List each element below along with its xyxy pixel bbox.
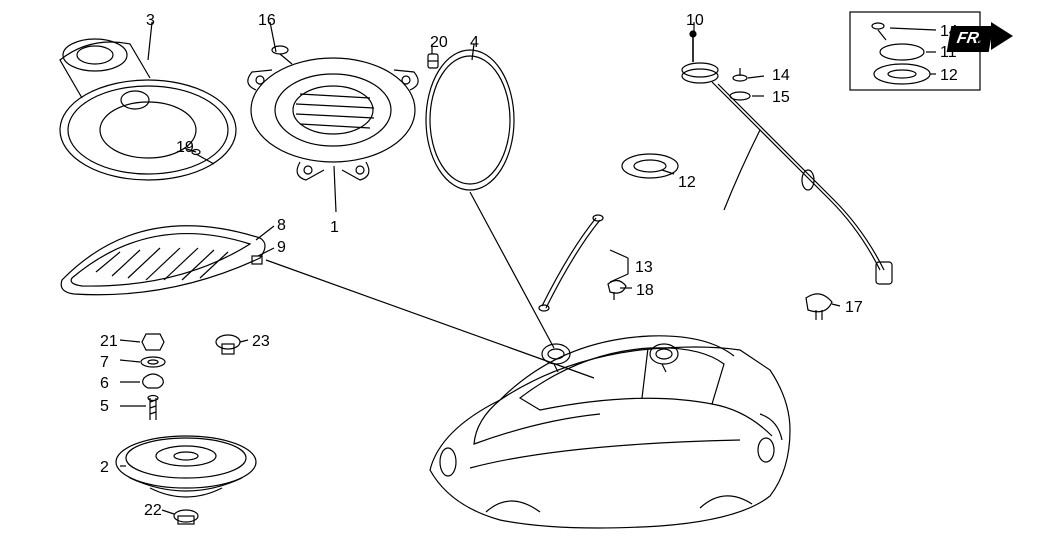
- callout-23: 23: [252, 334, 270, 350]
- callout-4: 4: [470, 35, 479, 51]
- callout-7: 7: [100, 355, 109, 371]
- clip-17: [806, 294, 832, 320]
- callout-1: 1: [330, 220, 339, 236]
- callout-9: 9: [277, 240, 286, 256]
- callout-5: 5: [100, 399, 109, 415]
- callout-12: 12: [940, 68, 958, 84]
- sub-lead: [539, 215, 626, 311]
- callout-19: 19: [176, 140, 194, 156]
- callout-12b: 12: [678, 175, 696, 191]
- clip-20: [428, 54, 438, 68]
- callout-20: 20: [430, 35, 448, 51]
- callout-8: 8: [277, 218, 286, 234]
- speaker-bracket: [248, 58, 418, 180]
- callout-14b: 14: [772, 68, 790, 84]
- callout-11: 11: [940, 45, 957, 61]
- car-outline: [430, 336, 790, 528]
- small-speaker: [116, 436, 256, 497]
- grommet-12: [622, 154, 678, 178]
- diagram-art: [0, 0, 1049, 554]
- callout-10: 10: [686, 13, 704, 29]
- callout-6: 6: [100, 376, 109, 392]
- callout-16: 16: [258, 13, 276, 29]
- callout-18: 18: [636, 283, 654, 299]
- callout-17: 17: [845, 300, 863, 316]
- callout-15: 15: [772, 90, 790, 106]
- speaker-cone: [60, 39, 236, 180]
- callout-3: 3: [146, 13, 155, 29]
- callout-14: 14: [940, 24, 958, 40]
- grille-disc: [426, 50, 514, 190]
- callout-2: 2: [100, 460, 109, 476]
- diagram-canvas: FR.: [0, 0, 1049, 554]
- callout-21: 21: [100, 334, 118, 350]
- speaker-lid: [61, 226, 265, 295]
- callout-22: 22: [144, 503, 162, 519]
- callout-13: 13: [635, 260, 653, 276]
